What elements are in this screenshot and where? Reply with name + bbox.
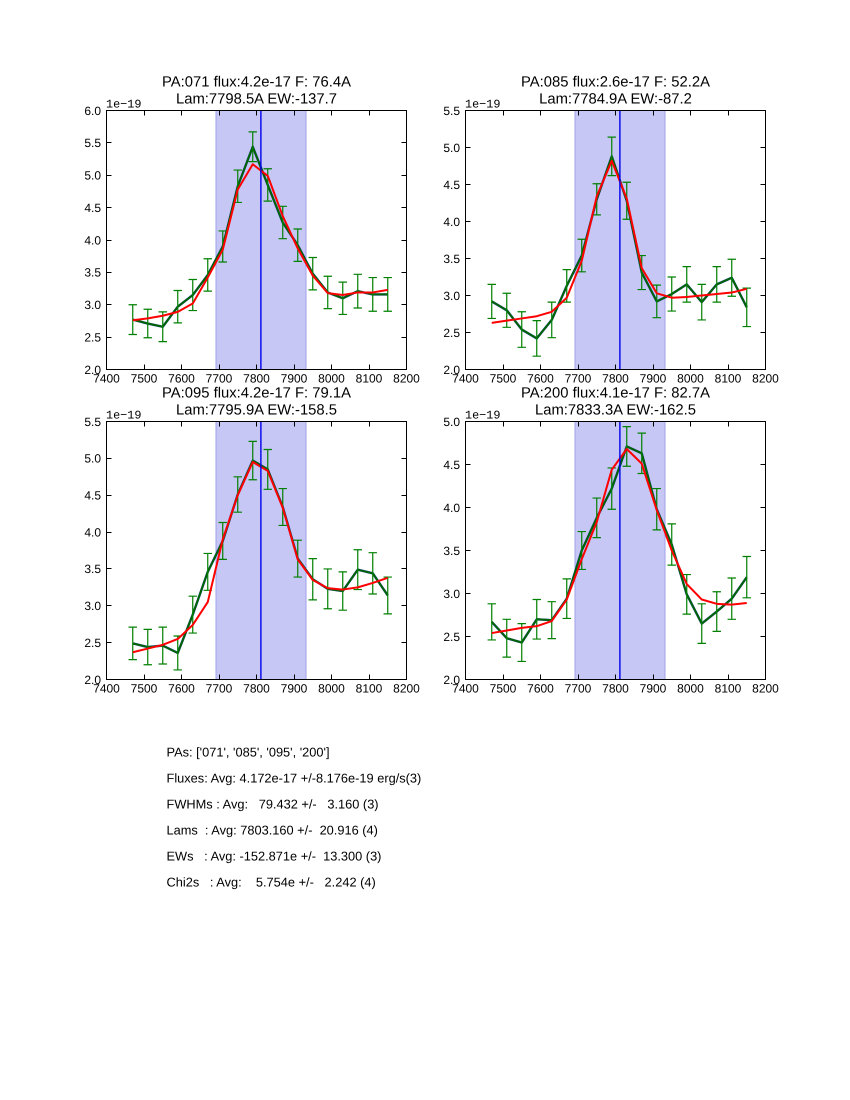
svg-text:5.0: 5.0 [84,452,101,466]
svg-text:7800: 7800 [243,682,270,696]
svg-text:8200: 8200 [393,372,420,386]
svg-text:7500: 7500 [490,372,517,386]
svg-text:PA:085 flux:2.6e-17 F: 52.2A: PA:085 flux:2.6e-17 F: 52.2A [521,75,710,91]
svg-text:3.5: 3.5 [84,562,101,576]
svg-text:8100: 8100 [356,372,383,386]
svg-text:5.0: 5.0 [84,169,101,183]
svg-text:1e−19: 1e−19 [465,409,500,423]
svg-text:1e−19: 1e−19 [465,98,500,112]
svg-text:7900: 7900 [281,682,308,696]
svg-text:7600: 7600 [168,372,195,386]
svg-text:3.0: 3.0 [443,587,460,601]
svg-text:8100: 8100 [715,372,742,386]
svg-text:2.0: 2.0 [443,363,460,377]
svg-text:7400: 7400 [93,372,120,386]
svg-text:7500: 7500 [490,682,517,696]
svg-text:7400: 7400 [452,682,479,696]
svg-text:7900: 7900 [281,372,308,386]
svg-text:8000: 8000 [677,372,704,386]
svg-text:5.5: 5.5 [84,136,101,150]
svg-text:5.5: 5.5 [443,104,460,118]
svg-text:2.0: 2.0 [84,673,101,687]
svg-text:Lam:7795.9A EW:-158.5: Lam:7795.9A EW:-158.5 [176,403,337,419]
svg-text:6.0: 6.0 [84,104,101,118]
svg-text:8000: 8000 [677,682,704,696]
svg-text:3.5: 3.5 [84,266,101,280]
svg-text:Fluxes: Avg: 4.172e-17 +/-8.17: Fluxes: Avg: 4.172e-17 +/-8.176e-19 erg/… [167,770,422,785]
svg-text:Lam:7784.9A EW:-87.2: Lam:7784.9A EW:-87.2 [539,92,692,108]
svg-text:4.0: 4.0 [84,525,101,539]
svg-text:7700: 7700 [565,682,592,696]
svg-text:PA:200 flux:4.1e-17 F: 82.7A: PA:200 flux:4.1e-17 F: 82.7A [521,386,710,402]
svg-text:Lams : Avg: 7803.160 +/- 20.: Lams : Avg: 7803.160 +/- 20.916 (4) [167,822,378,837]
svg-text:7400: 7400 [93,682,120,696]
svg-text:Chi2s : Avg: 5.754e +/-: Chi2s : Avg: 5.754e +/- 2.242 (4) [167,874,376,889]
svg-text:7800: 7800 [602,682,629,696]
svg-text:7600: 7600 [527,372,554,386]
svg-text:4.5: 4.5 [84,489,101,503]
svg-text:3.5: 3.5 [443,252,460,266]
svg-text:7500: 7500 [131,682,158,696]
svg-text:Lam:7833.3A EW:-162.5: Lam:7833.3A EW:-162.5 [535,403,696,419]
svg-text:7700: 7700 [206,682,233,696]
svg-text:2.5: 2.5 [443,630,460,644]
svg-text:7900: 7900 [640,372,667,386]
svg-text:5.5: 5.5 [84,415,101,429]
svg-text:2.5: 2.5 [84,330,101,344]
svg-text:7500: 7500 [131,372,158,386]
svg-text:8200: 8200 [752,682,779,696]
svg-text:8000: 8000 [318,682,345,696]
svg-text:8000: 8000 [318,372,345,386]
svg-text:8100: 8100 [715,682,742,696]
svg-text:4.5: 4.5 [443,178,460,192]
svg-text:1e−19: 1e−19 [106,409,141,423]
svg-text:4.0: 4.0 [443,501,460,515]
svg-text:4.5: 4.5 [443,458,460,472]
svg-text:PA:095 flux:4.2e-17 F: 79.1A: PA:095 flux:4.2e-17 F: 79.1A [162,386,351,402]
svg-text:7400: 7400 [452,372,479,386]
svg-text:7800: 7800 [602,372,629,386]
svg-text:7800: 7800 [243,372,270,386]
svg-text:3.0: 3.0 [84,298,101,312]
svg-text:8200: 8200 [752,372,779,386]
svg-text:EWs : Avg: -152.871e +/- 13: EWs : Avg: -152.871e +/- 13.300 (3) [167,848,382,863]
svg-text:3.0: 3.0 [84,599,101,613]
svg-text:FWHMs : Avg: 79.432 +/- 3.: FWHMs : Avg: 79.432 +/- 3.160 (3) [167,796,379,811]
svg-text:7600: 7600 [168,682,195,696]
svg-text:7900: 7900 [640,682,667,696]
svg-text:4.0: 4.0 [84,233,101,247]
svg-text:5.0: 5.0 [443,415,460,429]
svg-text:4.0: 4.0 [443,215,460,229]
svg-text:4.5: 4.5 [84,201,101,215]
svg-text:PAs: ['071', '085', '095', '20: PAs: ['071', '085', '095', '200'] [167,744,330,759]
svg-text:3.0: 3.0 [443,289,460,303]
svg-text:7700: 7700 [565,372,592,386]
svg-text:PA:071 flux:4.2e-17 F: 76.4A: PA:071 flux:4.2e-17 F: 76.4A [162,75,351,91]
svg-text:3.5: 3.5 [443,544,460,558]
svg-text:2.5: 2.5 [443,326,460,340]
svg-text:8200: 8200 [393,682,420,696]
svg-text:1e−19: 1e−19 [106,98,141,112]
svg-text:7600: 7600 [527,682,554,696]
svg-text:Lam:7798.5A EW:-137.7: Lam:7798.5A EW:-137.7 [176,92,337,108]
svg-text:2.0: 2.0 [84,363,101,377]
svg-text:2.0: 2.0 [443,673,460,687]
svg-text:8100: 8100 [356,682,383,696]
svg-text:7700: 7700 [206,372,233,386]
svg-text:2.5: 2.5 [84,636,101,650]
svg-text:5.0: 5.0 [443,141,460,155]
